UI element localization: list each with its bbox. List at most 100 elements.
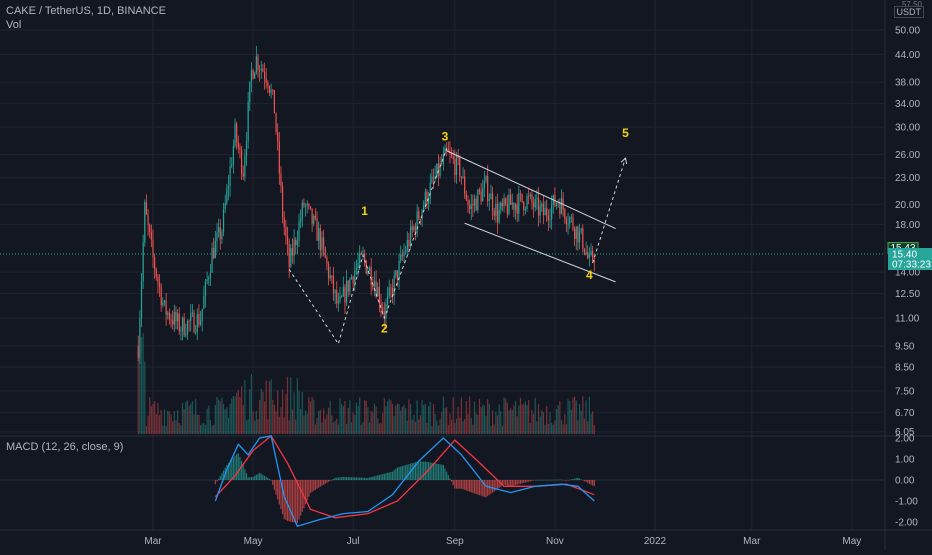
- volume-bar: [501, 425, 504, 434]
- macd-histogram-bar: [308, 480, 310, 497]
- current-price-tag: [888, 248, 932, 271]
- candle-body: [460, 176, 463, 178]
- candle-body: [370, 267, 372, 286]
- candle-body: [350, 276, 353, 280]
- macd-histogram-bar: [354, 477, 356, 480]
- candle-body: [342, 287, 344, 297]
- macd-histogram-bar: [524, 480, 526, 483]
- candle-body: [211, 247, 213, 273]
- time-tick-label: May: [842, 536, 861, 547]
- macd-histogram-bar: [260, 473, 262, 480]
- macd-histogram-bar: [569, 479, 571, 481]
- macd-histogram-bar: [383, 473, 385, 480]
- volume-bar: [147, 415, 149, 434]
- volume-bar: [280, 407, 282, 434]
- candle-body: [452, 156, 454, 160]
- macd-tick-label: 2.00: [895, 434, 915, 445]
- macd-histogram-bar: [539, 479, 541, 481]
- wave-path: [288, 148, 448, 346]
- candle-body: [386, 295, 389, 304]
- volume-bar: [508, 410, 510, 434]
- volume-bar: [526, 404, 528, 434]
- macd-histogram-bar: [380, 474, 382, 480]
- volume-bar: [370, 410, 372, 434]
- macd-histogram-bar: [414, 462, 417, 480]
- candle-body: [400, 254, 402, 261]
- volume-bar: [368, 422, 371, 434]
- volume-bar: [308, 397, 310, 434]
- macd-histogram-bar: [349, 477, 351, 480]
- currency-top-tick: 57.50: [901, 0, 922, 9]
- volume-bar: [564, 414, 566, 434]
- volume-legend[interactable]: Vol: [6, 19, 22, 31]
- volume-bar: [290, 377, 292, 434]
- candle-body: [434, 176, 436, 179]
- macd-histogram-bar: [462, 480, 464, 490]
- volume-bar: [222, 403, 225, 434]
- volume-bar: [500, 411, 502, 434]
- volume-bar: [240, 386, 243, 434]
- volume-bar: [452, 397, 454, 434]
- volume-bar: [510, 408, 512, 434]
- currency-button[interactable]: USDT: [893, 6, 924, 18]
- volume-bar: [513, 405, 515, 434]
- volume-bar: [390, 400, 392, 434]
- candle-body: [528, 196, 530, 197]
- candle-body: [423, 205, 425, 211]
- volume-bar: [572, 397, 574, 434]
- volume-bar: [429, 401, 431, 434]
- macd-histogram-bar: [501, 480, 504, 486]
- candle-body: [354, 270, 356, 283]
- candle-body: [516, 204, 518, 214]
- volume-bar: [163, 409, 166, 434]
- volume-bar: [419, 415, 422, 434]
- volume-bar: [396, 403, 399, 434]
- price-tick-label: 11.00: [895, 314, 920, 325]
- candle-body: [580, 228, 582, 232]
- macd-histogram-bar: [446, 471, 448, 480]
- candle-body: [506, 204, 508, 215]
- candle-body: [152, 239, 154, 258]
- volume-bar: [459, 417, 461, 434]
- macd-histogram-bar: [551, 479, 553, 481]
- symbol-legend[interactable]: CAKE / TetherUS, 1D, BINANCE: [6, 5, 166, 17]
- volume-bar: [518, 405, 520, 434]
- candle-body: [424, 191, 426, 206]
- volume-bar: [388, 398, 390, 434]
- volume-bar: [567, 399, 569, 434]
- candle-body: [180, 330, 182, 332]
- volume-bar: [413, 414, 415, 434]
- macd-signal-line: [214, 434, 595, 519]
- volume-bar: [313, 399, 315, 434]
- candle-body: [539, 206, 541, 216]
- macd-histogram-bar: [406, 464, 408, 480]
- volume-bar: [537, 403, 540, 434]
- volume-bar: [446, 407, 448, 434]
- macd-legend[interactable]: MACD (12, 26, close, 9): [6, 441, 124, 453]
- candle-body: [408, 239, 410, 247]
- volume-bar: [214, 405, 216, 434]
- macd-histogram-bar: [309, 480, 312, 493]
- volume-bar: [546, 406, 548, 434]
- volume-bar: [511, 409, 513, 434]
- candle-body: [585, 252, 587, 254]
- candle-body: [469, 205, 471, 210]
- macd-histogram-bar: [319, 480, 321, 487]
- volume-bar: [570, 409, 572, 434]
- macd-histogram-bar: [341, 477, 343, 480]
- volume-bar: [337, 424, 339, 434]
- price-tick-label: 38.00: [895, 78, 920, 89]
- volume-bar: [592, 411, 594, 434]
- candle-body: [288, 244, 290, 267]
- macd-histogram-bar: [447, 475, 449, 480]
- channel-upper-line: [446, 150, 616, 230]
- macd-histogram-bar: [518, 480, 520, 485]
- macd-histogram-bar: [475, 480, 477, 495]
- candle-body: [390, 287, 392, 289]
- volume-bar: [516, 416, 518, 434]
- candle-body: [234, 123, 236, 146]
- candle-body: [183, 317, 185, 336]
- candle-body: [332, 275, 335, 294]
